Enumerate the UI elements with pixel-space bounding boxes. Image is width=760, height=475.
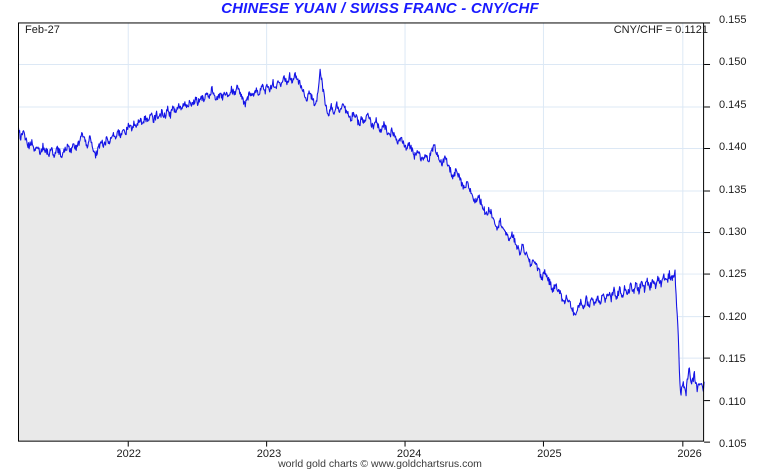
y-tick-label: 0.135 <box>719 183 747 196</box>
plot-area <box>18 20 712 447</box>
plot-border <box>18 22 705 442</box>
x-tick-label: 2024 <box>396 448 422 460</box>
y-tick-label: 0.125 <box>719 268 747 281</box>
area-fill <box>18 69 705 442</box>
price-chart-svg <box>18 22 711 447</box>
price-line <box>18 68 705 397</box>
footer-credit: world gold charts © www.goldchartsrus.co… <box>278 458 482 470</box>
y-tick-label: 0.145 <box>719 98 747 111</box>
y-tick-label: 0.120 <box>719 310 747 323</box>
y-tick-label: 0.140 <box>719 141 747 154</box>
x-tick-label: 2025 <box>537 448 562 460</box>
quote-label: CNY/CHF = 0.1121 <box>613 24 708 36</box>
y-tick-label: 0.105 <box>719 438 747 450</box>
x-tick-label: 2026 <box>677 448 702 460</box>
y-tick-label: 0.110 <box>719 395 746 408</box>
axis-ticks <box>127 22 711 447</box>
x-tick-label: 2022 <box>116 448 141 460</box>
date-label: Feb-27 <box>25 24 60 36</box>
x-tick-label: 2023 <box>256 448 282 460</box>
y-tick-label: 0.130 <box>719 226 747 238</box>
y-tick-label: 0.150 <box>719 56 747 69</box>
y-tick-label: 0.155 <box>719 14 747 26</box>
page-title: CHINESE YUAN / SWISS FRANC - CNY/CHF <box>221 0 539 17</box>
y-tick-label: 0.115 <box>719 353 746 366</box>
